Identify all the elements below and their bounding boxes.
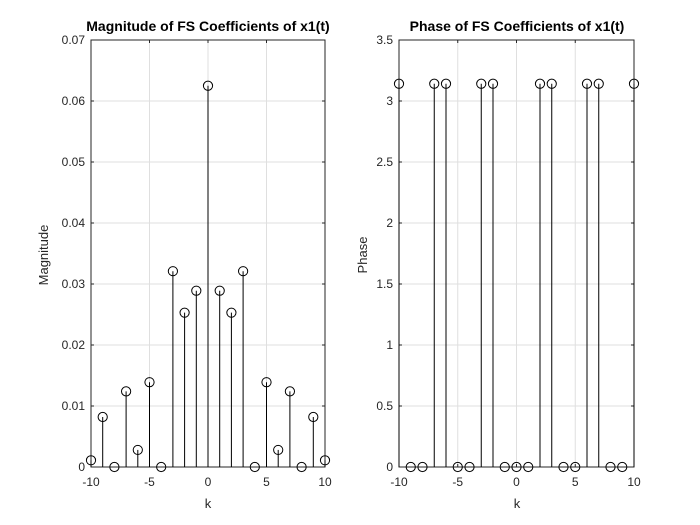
stem-marker [440, 78, 452, 89]
phase-plot-xlabel: k [514, 496, 521, 511]
y-tick-label: 0.03 [62, 277, 86, 291]
y-tick-label: 3.5 [376, 33, 393, 47]
x-tick-label: 10 [627, 475, 641, 489]
x-tick-label: -5 [144, 475, 155, 489]
stem-marker [97, 411, 108, 423]
stem-marker [523, 461, 534, 473]
magnitude-plot-xlabel: k [205, 496, 212, 511]
stem-marker [144, 377, 155, 388]
stem-marker [273, 444, 284, 456]
x-tick-label: 0 [205, 475, 212, 489]
x-tick-label: -10 [82, 475, 100, 489]
stem-marker [296, 461, 307, 473]
stem-marker [499, 461, 510, 473]
stem-marker [476, 78, 487, 89]
y-tick-label: 0 [386, 460, 393, 474]
x-tick-label: 5 [263, 475, 270, 489]
y-tick-label: 0.06 [62, 94, 86, 108]
y-tick-label: 2 [386, 216, 393, 230]
stem-marker [261, 377, 272, 388]
y-tick-label: 0 [78, 460, 85, 474]
stem-marker [284, 386, 295, 397]
magnitude-plot-ylabel: Magnitude [36, 225, 51, 286]
x-tick-label: 5 [572, 475, 579, 489]
stem-marker [628, 78, 640, 89]
magnitude-plot-title: Magnitude of FS Coefficients of x1(t) [86, 18, 329, 34]
stem-marker [593, 78, 604, 89]
stem-marker [511, 461, 522, 473]
stem-marker [429, 78, 440, 89]
stem-marker [452, 461, 463, 473]
y-tick-label: 3 [386, 94, 393, 108]
stem-marker [308, 411, 319, 423]
stem-marker [109, 461, 120, 473]
y-tick-label: 2.5 [376, 155, 393, 169]
y-tick-label: 0.5 [376, 399, 393, 413]
y-tick-label: 1.5 [376, 277, 393, 291]
stem-marker [319, 455, 331, 466]
stem-marker [558, 461, 569, 473]
stem-marker [191, 285, 202, 296]
stem-marker [417, 461, 428, 473]
x-tick-label: 10 [318, 475, 332, 489]
x-tick-label: -5 [452, 475, 463, 489]
stem-marker [581, 78, 593, 89]
stem-marker [85, 455, 97, 466]
magnitude-plot: Magnitude of FS Coefficients of x1(t) k … [36, 18, 332, 511]
stem-marker [405, 461, 416, 473]
stem-marker [393, 78, 405, 89]
stem-marker [179, 307, 190, 318]
x-tick-label: -10 [390, 475, 408, 489]
stem-marker [226, 307, 237, 318]
phase-grid [399, 40, 634, 467]
stem-marker [132, 444, 143, 456]
y-tick-label: 0.07 [62, 33, 86, 47]
stem-marker [605, 461, 616, 473]
stem-marker [238, 266, 249, 277]
stem-marker [487, 78, 499, 89]
x-tick-label: 0 [513, 475, 520, 489]
stem-marker [202, 80, 214, 91]
y-tick-label: 0.05 [62, 155, 86, 169]
stem-marker [167, 266, 178, 277]
y-tick-label: 1 [386, 338, 393, 352]
phase-plot: Phase of FS Coefficients of x1(t) k Phas… [355, 18, 641, 511]
stem-marker [570, 461, 581, 473]
stem-marker [121, 386, 132, 397]
stem-marker [214, 285, 225, 296]
stem-marker [156, 461, 167, 473]
stem-marker [249, 461, 260, 473]
y-tick-label: 0.01 [62, 399, 86, 413]
stem-marker [617, 461, 628, 473]
phase-plot-title: Phase of FS Coefficients of x1(t) [410, 18, 625, 34]
phase-plot-ylabel: Phase [355, 237, 370, 274]
stem-marker [464, 461, 475, 473]
y-tick-label: 0.02 [62, 338, 86, 352]
y-tick-label: 0.04 [62, 216, 86, 230]
stem-marker [546, 78, 557, 89]
stem-marker [534, 78, 546, 89]
